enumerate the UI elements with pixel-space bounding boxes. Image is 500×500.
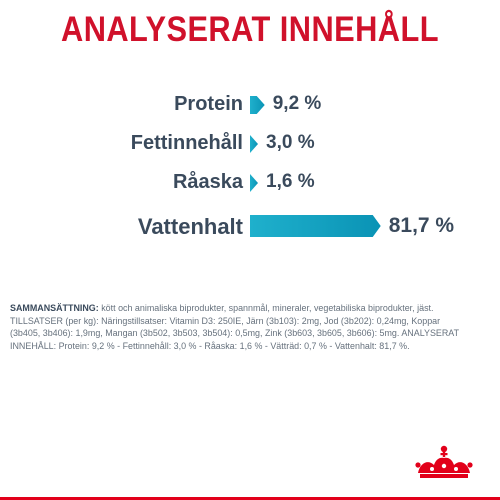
ingredients-label: SAMMANSÄTTNING: <box>10 303 99 314</box>
ingredients-text: SAMMANSÄTTNING: kött och animaliska bipr… <box>10 303 461 353</box>
nutrient-bar-chart: Protein 9,2 % Fettinnehåll 3,0 % Råaska 1,6 %… <box>130 93 455 239</box>
bar-label: Fettinnehåll <box>130 132 243 154</box>
bar-label: Råaska <box>172 171 243 193</box>
page-title: ANALYSERAT INNEHÅLL <box>61 10 439 49</box>
ingredients-body: kött och animaliska biprodukter, spannmå… <box>10 303 459 352</box>
footer-red-line <box>0 497 500 500</box>
bar-value-label: 1,6 % <box>266 171 315 192</box>
crown-logo-icon <box>415 445 473 478</box>
bar-label: Protein <box>174 93 243 115</box>
bar-value-label: 3,0 % <box>266 132 315 153</box>
bar <box>250 174 258 192</box>
bar <box>250 96 265 114</box>
bar <box>250 135 258 153</box>
bar-label: Vattenhalt <box>137 214 243 239</box>
bar-value-label: 81,7 % <box>388 214 455 237</box>
bar-value-label: 9,2 % <box>272 93 322 114</box>
bar <box>250 215 381 237</box>
